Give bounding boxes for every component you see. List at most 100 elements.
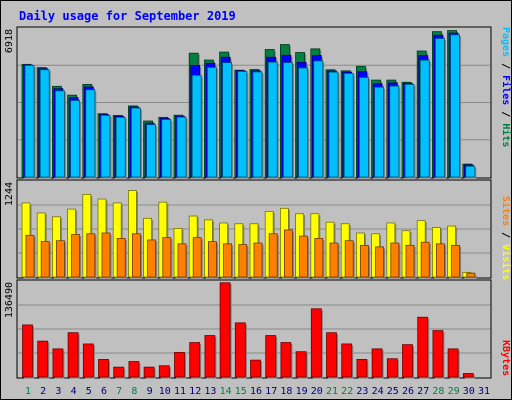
x-label-day-10: 10	[159, 386, 171, 397]
x-label-day-11: 11	[174, 386, 186, 397]
bar-sites-8	[131, 233, 141, 278]
bar-kbytes-10	[158, 365, 170, 378]
bar-sites-24	[375, 246, 385, 278]
bar-kbytes-29	[447, 348, 459, 378]
bar-pages-27	[419, 59, 430, 178]
bar-sites-25	[390, 242, 400, 278]
x-label-day-27: 27	[417, 386, 429, 397]
bar-pages-18	[282, 62, 293, 178]
bar-kbytes-20	[310, 308, 322, 378]
legend-sep-3: /	[500, 226, 511, 244]
bar-pages-9	[146, 124, 157, 178]
bar-kbytes-30	[462, 373, 474, 378]
x-label-day-30: 30	[463, 386, 475, 397]
x-label-day-28: 28	[432, 386, 444, 397]
bar-pages-19	[298, 67, 309, 178]
bar-sites-28	[435, 243, 445, 278]
bar-kbytes-1	[22, 324, 33, 378]
bar-sites-7	[116, 238, 126, 278]
legend-sites: Sites	[500, 196, 512, 226]
x-label-day-23: 23	[356, 386, 368, 397]
bar-sites-12	[192, 237, 202, 278]
bar-kbytes-12	[189, 342, 201, 378]
legend-sep-1: /	[500, 57, 511, 75]
bar-sites-6	[101, 232, 111, 278]
bar-kbytes-16	[250, 359, 261, 378]
bar-kbytes-15	[234, 322, 246, 378]
bar-pages-24	[374, 86, 385, 178]
bar-kbytes-23	[356, 359, 368, 378]
bar-sites-10	[162, 237, 172, 278]
bar-sites-26	[405, 244, 415, 278]
bar-pages-11	[176, 116, 187, 178]
x-label-day-18: 18	[280, 386, 292, 397]
x-label-day-6: 6	[101, 386, 107, 397]
bar-pages-10	[161, 119, 172, 178]
bar-kbytes-6	[98, 359, 109, 378]
bar-kbytes-28	[432, 330, 444, 378]
bar-kbytes-17	[265, 335, 277, 378]
bar-pages-29	[450, 34, 461, 178]
bar-sites-5	[86, 233, 96, 278]
bar-pages-3	[55, 90, 65, 178]
x-label-day-25: 25	[387, 386, 399, 397]
bar-pages-17	[267, 61, 278, 178]
bar-kbytes-8	[128, 361, 140, 378]
bar-sites-17	[268, 233, 278, 278]
legend-sep-2: /	[500, 105, 511, 123]
bar-sites-3	[56, 240, 65, 278]
bar-pages-16	[252, 71, 263, 178]
x-label-day-1: 1	[25, 386, 31, 397]
top-ymax-label: 6918	[4, 29, 15, 53]
bar-pages-22	[343, 73, 354, 178]
x-label-day-9: 9	[147, 386, 153, 397]
bar-pages-4	[70, 100, 80, 178]
x-label-day-3: 3	[55, 386, 61, 397]
bar-kbytes-21	[326, 332, 337, 378]
x-label-day-5: 5	[86, 386, 92, 397]
bar-sites-4	[71, 234, 80, 278]
bars-layer	[21, 30, 477, 379]
bar-pages-23	[358, 77, 369, 178]
x-label-day-17: 17	[265, 386, 277, 397]
bar-kbytes-9	[143, 366, 155, 378]
legend-hits: Hits	[500, 123, 512, 147]
bar-sites-27	[420, 241, 430, 278]
x-label-day-24: 24	[372, 386, 384, 397]
bar-pages-6	[100, 115, 111, 178]
x-label-day-2: 2	[40, 386, 46, 397]
bar-sites-21	[329, 242, 339, 278]
x-label-day-26: 26	[402, 386, 414, 397]
bar-pages-21	[328, 71, 339, 178]
x-label-day-12: 12	[189, 386, 201, 397]
top-legend: Pages / Files / Hits	[500, 27, 512, 147]
x-label-day-4: 4	[71, 386, 77, 397]
x-label-day-14: 14	[220, 386, 232, 397]
bar-pages-30	[465, 165, 476, 178]
bar-kbytes-4	[67, 332, 79, 378]
bar-pages-13	[206, 66, 217, 178]
x-label-day-15: 15	[235, 386, 247, 397]
bar-kbytes-2	[37, 340, 49, 378]
bar-sites-30	[466, 272, 476, 278]
bar-pages-20	[313, 60, 324, 178]
bar-pages-15	[237, 71, 248, 178]
bar-pages-26	[404, 83, 415, 178]
bar-kbytes-14	[219, 282, 231, 378]
middle-ymax-label: 1244	[4, 182, 15, 206]
bar-sites-23	[359, 244, 369, 278]
x-label-day-21: 21	[326, 386, 338, 397]
chart-title: Daily usage for September 2019	[19, 9, 236, 23]
bar-pages-28	[434, 38, 445, 178]
bar-kbytes-27	[417, 316, 429, 378]
legend-files: Files	[500, 75, 512, 105]
bar-sites-22	[344, 240, 354, 278]
bar-sites-29	[451, 244, 461, 278]
bar-kbytes-26	[402, 344, 413, 378]
bar-kbytes-13	[204, 335, 216, 378]
x-axis-labels: 1 2 3 4 5 6 7 8 9 10 11 12 13 14 15 16 17 18 19 20 21 22 23 24 2…	[25, 386, 490, 397]
bar-kbytes-19	[295, 351, 307, 378]
legend-pages: Pages	[500, 27, 511, 57]
x-label-day-20: 20	[311, 386, 323, 397]
